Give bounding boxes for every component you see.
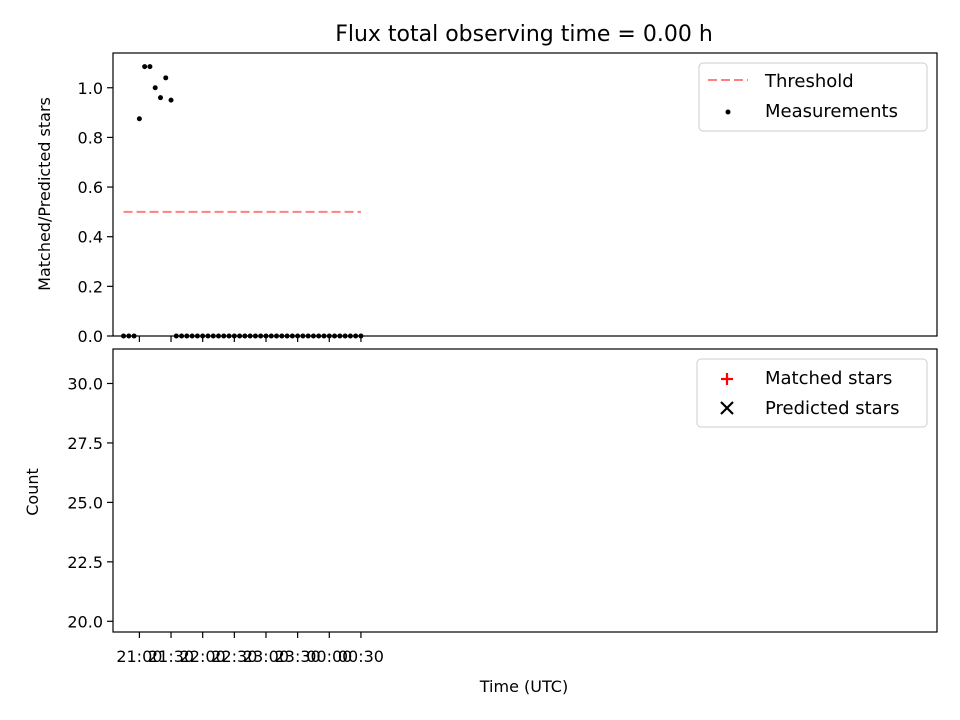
x-tick-label: 22:30 [211, 647, 257, 666]
x-tick-label: 23:30 [275, 647, 321, 666]
ratio-legend-frame [698, 62, 928, 132]
measurement-point [168, 97, 174, 103]
chart-title: Flux total observing time = 0.00 h [335, 22, 713, 47]
count-y-tick-label: 20.0 [67, 612, 103, 631]
ratio-y-tick-label: 0.0 [78, 327, 103, 346]
count-legend: Matched stars Predicted stars [696, 358, 928, 428]
count-y-tick-label: 27.5 [67, 434, 103, 453]
measurements-legend-label: Measurements [765, 101, 898, 122]
count-y-tick-label: 22.5 [67, 553, 103, 572]
x-tick-label: 00:00 [306, 647, 352, 666]
ratio-plot-frame [112, 52, 938, 337]
x-tick-label: 22:00 [180, 647, 226, 666]
measurement-point [142, 64, 148, 70]
measurement-point [136, 116, 142, 122]
count-y-axis-label: Count [23, 468, 42, 516]
ratio-y-tick-label: 1.0 [78, 79, 103, 98]
ratio-y-tick-label: 0.6 [78, 178, 103, 197]
matched-legend-icon [721, 373, 733, 385]
count-y-tick-label: 25.0 [67, 493, 103, 512]
count-y-ticks: 20.0 22.5 25.0 27.5 30.0 [67, 374, 113, 631]
measurement-point [147, 64, 153, 70]
ratio-y-tick-label: 0.2 [78, 277, 103, 296]
x-axis-label: Time (UTC) [479, 677, 568, 696]
count-panel: Count Time (UTC) 20.0 22.5 25.0 27.5 30.0 21… [23, 348, 938, 696]
measurement-point [152, 85, 158, 91]
x-tick-label: 23:00 [243, 647, 289, 666]
ratio-y-axis-label: Matched/Predicted stars [35, 97, 54, 291]
ratio-y-ticks: 0.0 0.2 0.4 0.6 0.8 1.0 [78, 79, 113, 346]
measurement-point [157, 95, 163, 101]
measurement-point [163, 75, 169, 81]
ratio-panel: Flux total observing time = 0.00 h Match… [35, 22, 938, 346]
ratio-y-tick-label: 0.4 [78, 228, 103, 247]
predicted-legend-label: Predicted stars [765, 398, 899, 419]
x-tick-label: 21:00 [116, 647, 162, 666]
x-tick-label: 21:30 [148, 647, 194, 666]
x-tick-label: 00:30 [338, 647, 384, 666]
matched-legend-label: Matched stars [765, 368, 892, 389]
count-plot-frame [112, 348, 938, 633]
threshold-legend-label: Threshold [764, 71, 854, 92]
predicted-legend-icon [720, 401, 734, 415]
count-legend-frame [696, 358, 928, 428]
measurements-legend-icon [725, 109, 731, 115]
ratio-y-tick-label: 0.8 [78, 128, 103, 147]
count-y-tick-label: 30.0 [67, 374, 103, 393]
ratio-legend: Threshold Measurements [698, 62, 928, 132]
